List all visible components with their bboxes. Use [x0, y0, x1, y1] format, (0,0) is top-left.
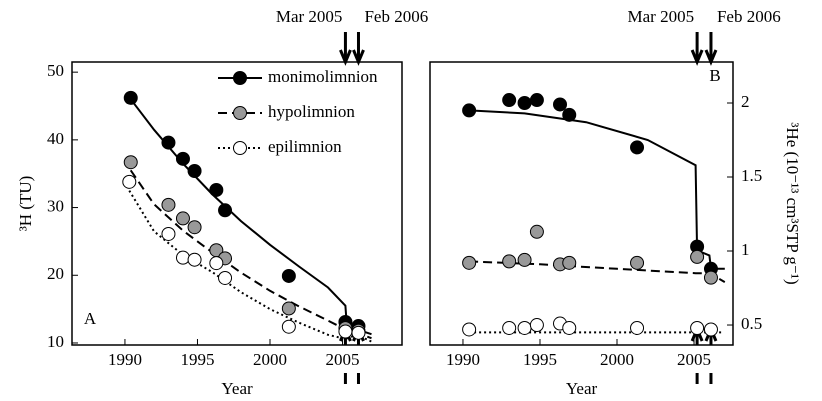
x-tick-label: 1995 [180, 350, 214, 369]
x-axis-label: Year [566, 379, 598, 398]
data-point [553, 97, 568, 112]
event-label: Feb 2006 [364, 7, 428, 26]
data-point [462, 255, 477, 270]
data-point [690, 249, 705, 264]
data-point [187, 252, 202, 267]
y-tick-label: 40 [47, 129, 64, 148]
data-point [562, 107, 577, 122]
data-point [161, 135, 176, 150]
data-point [529, 224, 544, 239]
data-point [462, 322, 477, 337]
data-point [281, 301, 296, 316]
plot-frame [71, 61, 403, 346]
x-tick-label: 1990 [108, 350, 142, 369]
y-axis-label: ³He (10⁻¹³ cm³STP g⁻¹) [783, 122, 802, 284]
panel-label: B [709, 66, 720, 85]
x-tick-label: 1990 [446, 350, 480, 369]
y-tick-label: 0.5 [741, 314, 762, 333]
event-arrowhead [339, 49, 352, 66]
y-tick-label: 10 [47, 332, 64, 351]
data-point [175, 250, 190, 265]
data-point [630, 320, 645, 335]
data-point [338, 324, 353, 339]
model-line [469, 109, 725, 270]
model-line [128, 190, 372, 343]
y-axis-label: ³H (TU) [16, 176, 35, 232]
x-tick-label: 2005 [677, 350, 711, 369]
legend-marker [233, 71, 247, 85]
data-point [209, 256, 224, 271]
data-point [502, 254, 517, 269]
panel-label: A [84, 309, 97, 328]
legend-label: hypolimnion [268, 102, 355, 121]
data-point [703, 322, 718, 337]
data-point [517, 252, 532, 267]
data-point [562, 320, 577, 335]
data-point [187, 220, 202, 235]
event-label: Mar 2005 [628, 7, 695, 26]
legend-marker [233, 141, 247, 155]
data-point [502, 93, 517, 108]
data-point [703, 270, 718, 285]
data-point [351, 325, 366, 340]
y-tick-label: 50 [47, 61, 64, 80]
data-point [281, 319, 296, 334]
data-point [529, 93, 544, 108]
data-point [690, 320, 705, 335]
y-tick-label: 1 [741, 240, 750, 259]
data-point [502, 320, 517, 335]
legend-marker [233, 106, 247, 120]
y-tick-label: 20 [47, 264, 64, 283]
data-point [161, 197, 176, 212]
data-point [630, 255, 645, 270]
data-point [187, 164, 202, 179]
event-arrowhead [352, 49, 365, 66]
data-point [175, 151, 190, 166]
data-point [218, 203, 233, 218]
event-label: Mar 2005 [276, 7, 343, 26]
x-tick-label: 1995 [523, 350, 557, 369]
event-arrowhead [704, 49, 718, 66]
y-tick-label: 2 [741, 92, 750, 111]
data-point [122, 174, 137, 189]
data-point [175, 211, 190, 226]
data-point [517, 320, 532, 335]
plot-frame [429, 61, 734, 346]
data-point [123, 155, 138, 170]
data-point [209, 182, 224, 197]
model-line [129, 169, 372, 340]
y-tick-label: 30 [47, 196, 64, 215]
data-point [462, 103, 477, 118]
y-tick-label: 1.5 [741, 166, 762, 185]
x-axis-label: Year [221, 379, 253, 398]
data-point [281, 268, 296, 283]
data-point [562, 255, 577, 270]
data-point [218, 270, 233, 285]
data-point [529, 318, 544, 333]
data-point [630, 140, 645, 155]
data-point [517, 95, 532, 110]
x-tick-label: 2000 [253, 350, 287, 369]
x-tick-label: 2000 [600, 350, 634, 369]
data-point [161, 226, 176, 241]
legend-label: monimolimnion [268, 67, 378, 86]
event-arrowhead [690, 49, 704, 66]
data-point [123, 90, 138, 105]
x-tick-label: 2005 [326, 350, 360, 369]
legend-label: epilimnion [268, 137, 342, 156]
event-label: Feb 2006 [717, 7, 781, 26]
